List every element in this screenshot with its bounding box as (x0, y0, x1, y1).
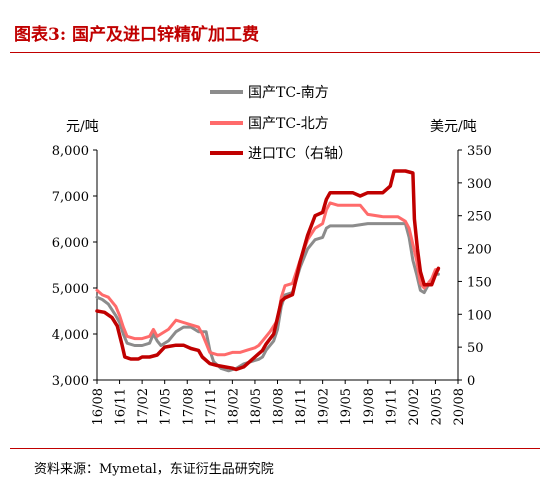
left-tick-label: 3,000 (52, 374, 89, 389)
title-divider (10, 52, 540, 53)
figure-title: 图表3: 国产及进口锌精矿加工费 (14, 25, 260, 45)
right-tick-label: 100 (467, 308, 492, 323)
series-line-2 (95, 201, 440, 357)
right-tick-label: 50 (467, 341, 484, 356)
x-tick-label: 16/11 (114, 388, 129, 425)
series-line-3 (95, 169, 441, 372)
x-tick-label: 19/02 (317, 388, 332, 425)
x-tick-label: 16/08 (91, 388, 106, 425)
left-tick-label: 5,000 (52, 282, 89, 297)
x-tick-label: 20/02 (407, 388, 422, 425)
x-tick-label: 18/05 (249, 388, 264, 425)
series-line-1 (95, 222, 440, 373)
right-tick-label: 250 (467, 210, 492, 225)
x-tick-label: 19/08 (362, 388, 377, 425)
right-tick-label: 150 (467, 275, 492, 290)
x-tick-label: 18/08 (272, 388, 287, 425)
right-unit-label: 美元/吨 (430, 119, 477, 135)
x-tick-label: 19/05 (339, 388, 354, 425)
x-tick-label: 17/02 (136, 388, 151, 425)
footer-divider (10, 448, 540, 449)
left-tick-label: 4,000 (52, 328, 89, 343)
left-tick-label: 8,000 (52, 144, 89, 159)
x-tick-label: 18/02 (226, 388, 241, 425)
legend-label-1: 国产TC-南方 (248, 85, 329, 101)
left-tick-label: 6,000 (52, 236, 89, 251)
legend-label-3: 进口TC（右轴） (248, 146, 352, 162)
chart-axes: 3,000 4,000 5,000 6,000 7,000 8,000 0 50 100 150 2… (52, 119, 492, 425)
x-tick-label: 17/05 (159, 388, 174, 425)
left-tick-label: 7,000 (52, 190, 89, 205)
x-tick-label: 17/11 (204, 388, 219, 425)
x-tick-label: 20/05 (429, 388, 444, 425)
right-tick-label: 300 (467, 177, 492, 192)
x-tick-label: 19/11 (384, 388, 399, 425)
right-tick-label: 350 (467, 144, 492, 159)
x-tick-label: 17/08 (181, 388, 196, 425)
left-unit-label: 元/吨 (66, 119, 99, 135)
right-tick-label: 0 (467, 374, 475, 389)
right-tick-label: 200 (467, 243, 492, 258)
x-tick-label: 18/11 (294, 388, 309, 425)
legend-label-2: 国产TC-北方 (248, 116, 329, 132)
source-note: 资料来源：Mymetal，东证衍生品研究院 (34, 462, 274, 477)
chart-series (95, 169, 441, 373)
x-tick-label: 20/08 (452, 388, 467, 425)
